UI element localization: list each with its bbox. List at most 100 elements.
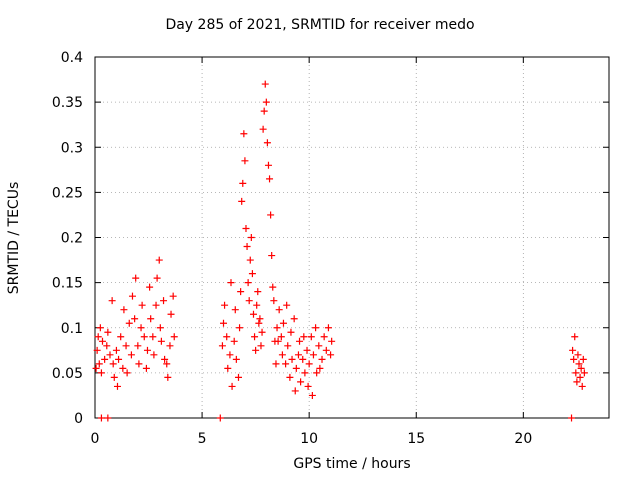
data-point — [146, 283, 154, 291]
data-point — [245, 297, 253, 305]
data-point — [152, 301, 160, 309]
data-point — [106, 351, 114, 359]
data-point — [248, 270, 256, 278]
data-point — [119, 364, 127, 372]
data-point — [260, 107, 268, 115]
data-point — [327, 351, 335, 359]
data-point — [96, 324, 104, 332]
data-point — [570, 355, 578, 363]
data-point — [256, 315, 264, 323]
data-point — [120, 306, 128, 314]
data-point — [577, 364, 585, 372]
data-point — [571, 333, 579, 341]
data-point — [292, 364, 300, 372]
data-point — [254, 288, 262, 296]
data-point — [312, 324, 320, 332]
data-point — [224, 364, 232, 372]
data-point — [127, 351, 135, 359]
data-point — [149, 333, 157, 341]
data-point — [309, 351, 317, 359]
data-point — [109, 360, 117, 368]
data-point — [231, 306, 239, 314]
data-point — [273, 324, 281, 332]
data-point — [132, 274, 140, 282]
data-point — [244, 279, 252, 287]
data-point — [108, 297, 116, 305]
data-point — [110, 373, 118, 381]
data-point — [258, 328, 266, 336]
data-point — [223, 333, 231, 341]
data-point — [297, 378, 305, 386]
data-point — [316, 364, 324, 372]
data-point — [277, 333, 285, 341]
data-point — [131, 315, 139, 323]
data-point — [320, 333, 328, 341]
data-point — [573, 378, 581, 386]
data-point — [218, 342, 226, 350]
y-tick-label: 0.35 — [52, 95, 83, 111]
chart-title: Day 285 of 2021, SRMTID for receiver med… — [165, 17, 475, 33]
data-point — [216, 414, 224, 422]
data-point — [282, 360, 290, 368]
data-point — [234, 373, 242, 381]
data-points — [92, 80, 588, 422]
data-point — [315, 342, 323, 350]
data-point — [308, 391, 316, 399]
data-point — [169, 292, 177, 300]
data-point — [161, 355, 169, 363]
data-point — [153, 274, 161, 282]
data-point — [572, 369, 580, 377]
data-point — [576, 373, 584, 381]
data-point — [103, 342, 111, 350]
data-point — [236, 324, 244, 332]
data-point — [170, 333, 178, 341]
data-point — [270, 297, 278, 305]
data-point — [299, 355, 307, 363]
data-point — [247, 234, 255, 241]
data-point — [137, 324, 145, 332]
data-point — [142, 364, 150, 372]
data-point — [220, 319, 227, 327]
data-point — [232, 355, 240, 363]
x-tick-label: 10 — [300, 431, 318, 447]
data-point — [568, 414, 576, 422]
data-point — [163, 360, 171, 368]
data-point — [255, 319, 263, 327]
y-tick-label: 0.4 — [61, 50, 83, 66]
y-tick-label: 0.05 — [52, 366, 83, 382]
data-point — [104, 414, 112, 422]
data-point — [97, 414, 105, 422]
data-point — [237, 288, 245, 296]
data-point — [291, 387, 299, 395]
data-point — [307, 333, 315, 341]
data-point — [569, 346, 577, 354]
data-point — [164, 373, 172, 381]
data-point — [156, 324, 164, 332]
data-point — [264, 161, 272, 169]
data-point — [253, 301, 261, 309]
data-point — [259, 125, 267, 133]
data-point — [296, 337, 304, 345]
data-point — [263, 139, 271, 147]
data-point — [251, 333, 259, 341]
data-point — [305, 360, 313, 368]
data-point — [104, 328, 112, 336]
data-point — [579, 355, 587, 363]
y-tick-label: 0 — [74, 411, 83, 427]
grid-lines — [95, 57, 609, 418]
data-point — [274, 337, 282, 345]
data-point — [150, 351, 158, 359]
data-point — [300, 333, 308, 341]
data-point — [262, 98, 270, 106]
y-tick-label: 0.15 — [52, 276, 83, 292]
data-point — [157, 337, 165, 345]
data-point — [155, 256, 163, 264]
y-tick-label: 0.3 — [61, 140, 83, 156]
data-point — [128, 292, 136, 300]
data-point — [328, 337, 336, 345]
data-point — [125, 319, 133, 327]
data-point — [574, 351, 582, 359]
y-tick-label: 0.2 — [61, 231, 83, 247]
data-point — [122, 342, 130, 350]
